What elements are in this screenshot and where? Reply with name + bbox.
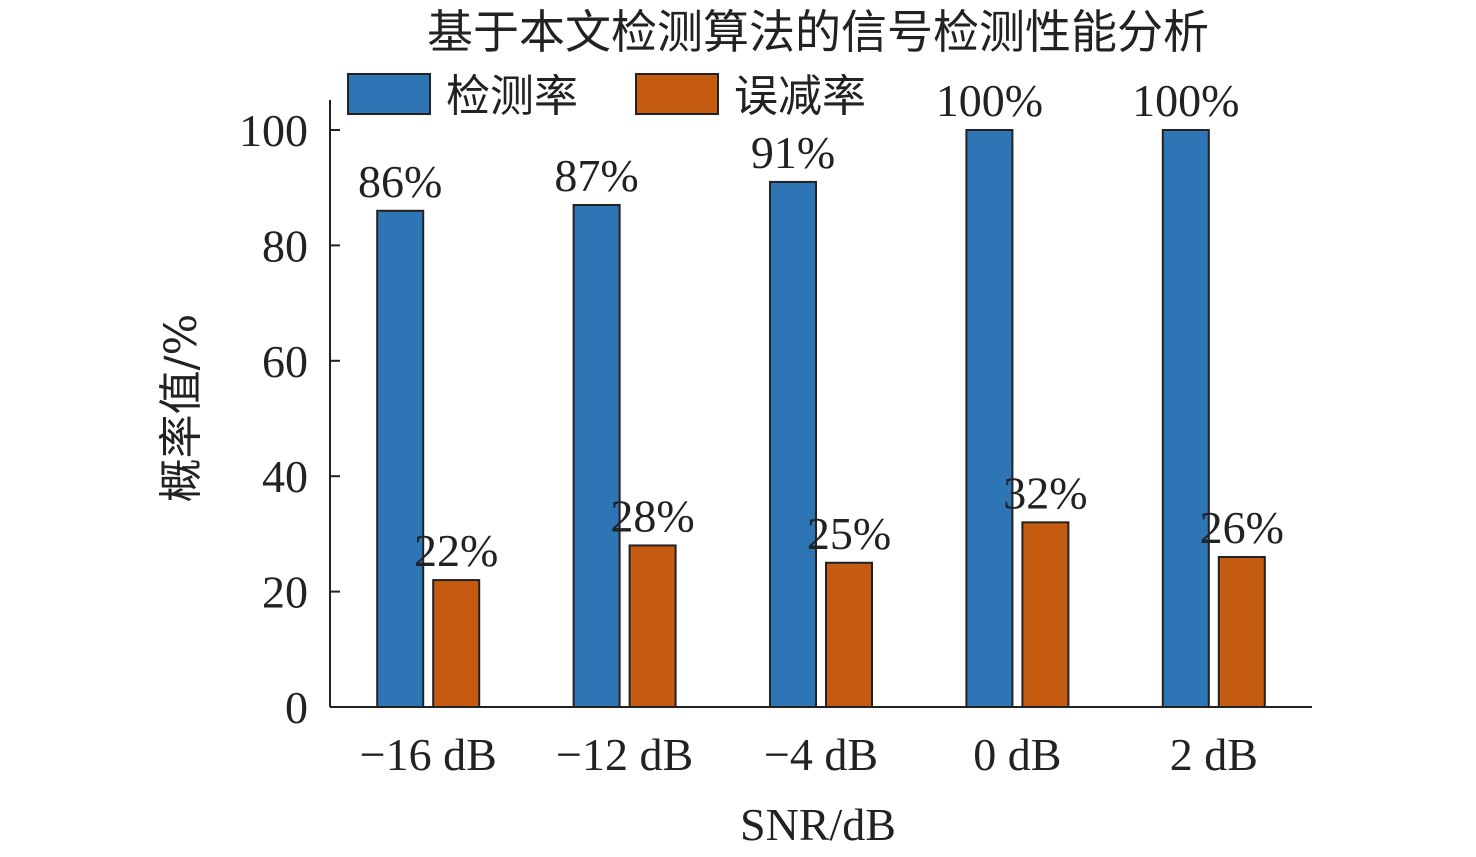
x-tick-label: 2 dB (1170, 729, 1258, 780)
bar-detection-0-dB (965, 129, 1014, 708)
legend-swatch-detection (347, 73, 431, 115)
data-label-detection-2-dB: 100% (1132, 75, 1239, 126)
bar-detection-2-dB (1161, 129, 1210, 708)
legend-label-detection: 检测率 (446, 71, 578, 122)
bar-false-reduction-4-dB (825, 561, 873, 708)
y-tick-label: 40 (262, 451, 308, 502)
data-label-false-reduction-2-dB: 26% (1200, 502, 1284, 553)
chart-title: 基于本文检测算法的信号检测性能分析 (427, 5, 1209, 59)
bar-detection-16-dB (376, 209, 425, 708)
data-label-false-reduction-12-dB: 28% (610, 490, 694, 541)
bar-false-reduction-12-dB (628, 544, 677, 708)
legend-swatch-false-reduction (635, 73, 719, 115)
x-tick-label: −4 dB (764, 729, 878, 780)
bar-detection-4-dB (769, 180, 817, 708)
data-label-false-reduction-0-dB: 32% (1003, 467, 1087, 518)
y-tick-label: 0 (285, 682, 308, 733)
x-tick-label: −12 dB (556, 729, 693, 780)
data-label-detection-16-dB: 86% (358, 156, 442, 207)
y-tick-label: 20 (262, 567, 308, 618)
y-axis-label: 概率值/% (156, 314, 207, 503)
y-tick-label: 100 (239, 105, 308, 156)
bar-detection-12-dB (572, 204, 621, 708)
x-tick-label: −16 dB (360, 729, 497, 780)
data-label-detection-0-dB: 100% (936, 75, 1043, 126)
data-label-detection-12-dB: 87% (554, 150, 638, 201)
y-tick-label: 60 (262, 336, 308, 387)
x-axis-label: SNR/dB (740, 799, 896, 850)
bar-false-reduction-16-dB (432, 579, 481, 708)
legend-label-false-reduction: 误减率 (734, 71, 866, 122)
data-label-detection-4-dB: 91% (751, 127, 835, 178)
y-tick-label: 80 (262, 220, 308, 271)
x-tick-label: 0 dB (973, 729, 1061, 780)
legend: 检测率 误减率 (347, 71, 866, 122)
bar-false-reduction-2-dB (1217, 555, 1266, 708)
bar-false-reduction-0-dB (1021, 521, 1070, 708)
data-label-false-reduction-16-dB: 22% (414, 525, 498, 576)
data-label-false-reduction-4-dB: 25% (807, 508, 891, 559)
plot-area: 0 20 40 60 80 100 −16 dB 86% 22% −12 dB 87% 28% −4 d… (239, 75, 1312, 780)
